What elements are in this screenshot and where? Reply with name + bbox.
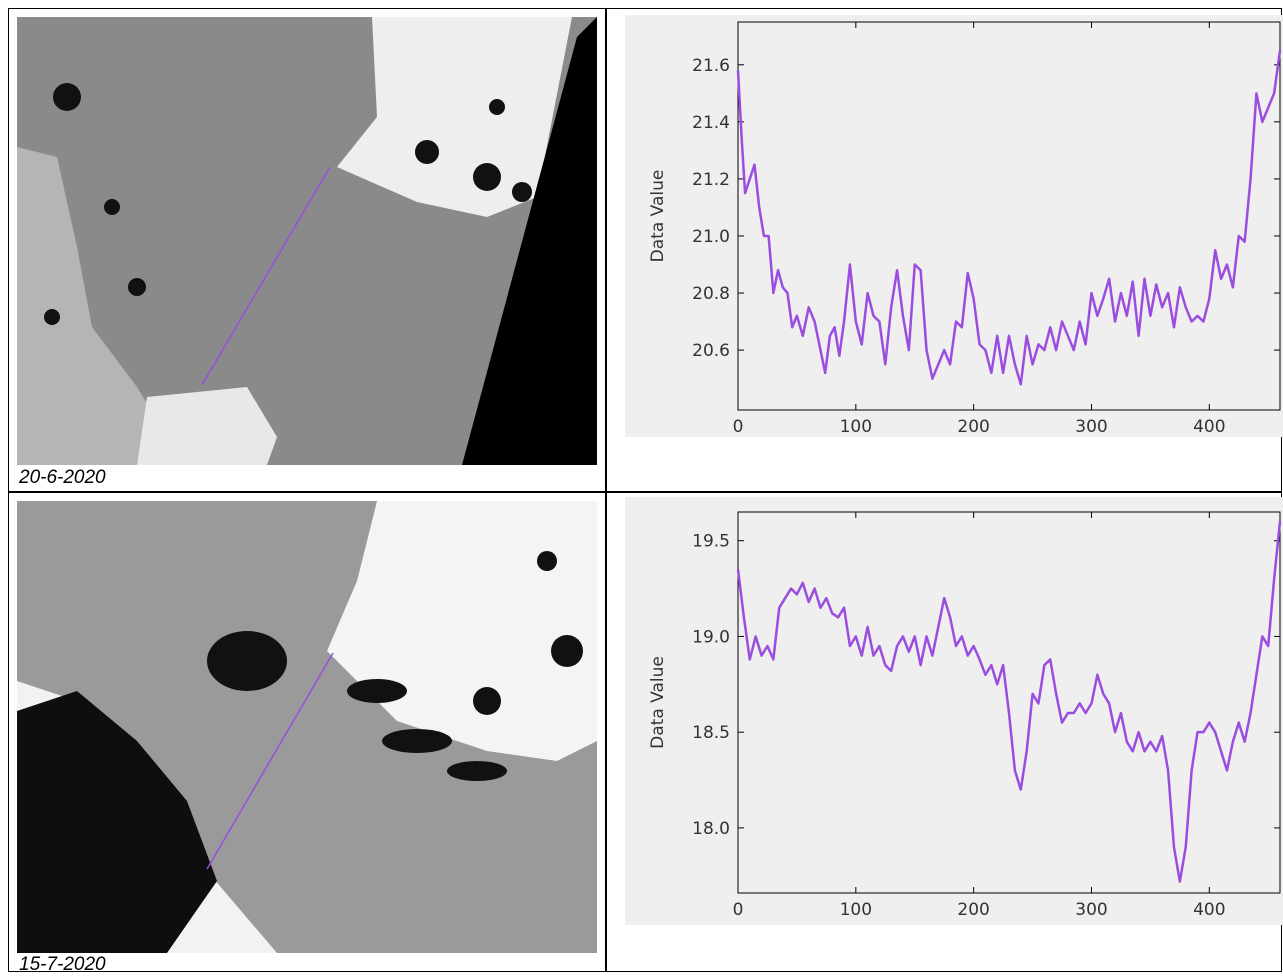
plot-background [625,15,1283,437]
x-tick-label: 100 [840,900,872,920]
y-tick-label: 18.5 [692,723,730,743]
y-axis-label: Data Value [648,170,668,263]
row-divider [8,491,1282,493]
x-tick-label: 200 [957,900,989,920]
chart: 20.6 20.8 21.0 21.2 21.4 21.6 0 100 200 300 400 Dat… [625,15,1283,437]
chart: 18.0 18.5 19.0 19.5 0 100 200 300 400 Data Value [625,497,1283,925]
plot-frame [737,511,1281,894]
plot-background [625,497,1283,925]
y-tick-label: 21.2 [692,170,730,190]
table-border [8,8,1282,972]
x-tick-label: 300 [1075,417,1107,437]
data-line [736,50,1282,386]
y-tick-label: 18.0 [692,819,730,839]
y-axis-label: Data Value [648,656,668,749]
x-tick-label: 100 [840,417,872,437]
x-tick-label: 0 [733,900,744,920]
column-divider [605,8,607,972]
y-tick-label: 20.6 [692,341,730,361]
y-tick-label: 21.4 [692,113,730,133]
x-tick-label: 400 [1193,900,1225,920]
y-tick-label: 20.8 [692,284,730,304]
image-caption: 15-7-2020 [19,954,106,975]
x-tick-label: 300 [1075,900,1107,920]
x-tick-label: 0 [733,417,744,437]
x-tick-label: 200 [957,417,989,437]
y-tick-label: 21.6 [692,56,730,76]
y-tick-label: 19.5 [692,532,730,552]
x-tick-label: 400 [1193,417,1225,437]
y-tick-label: 21.0 [692,227,730,247]
satellite-image [17,17,597,465]
satellite-image [17,501,597,953]
y-tick-label: 19.0 [692,627,730,647]
data-line [736,521,1282,883]
plot-frame [737,21,1281,411]
image-caption: 20-6-2020 [19,467,106,488]
